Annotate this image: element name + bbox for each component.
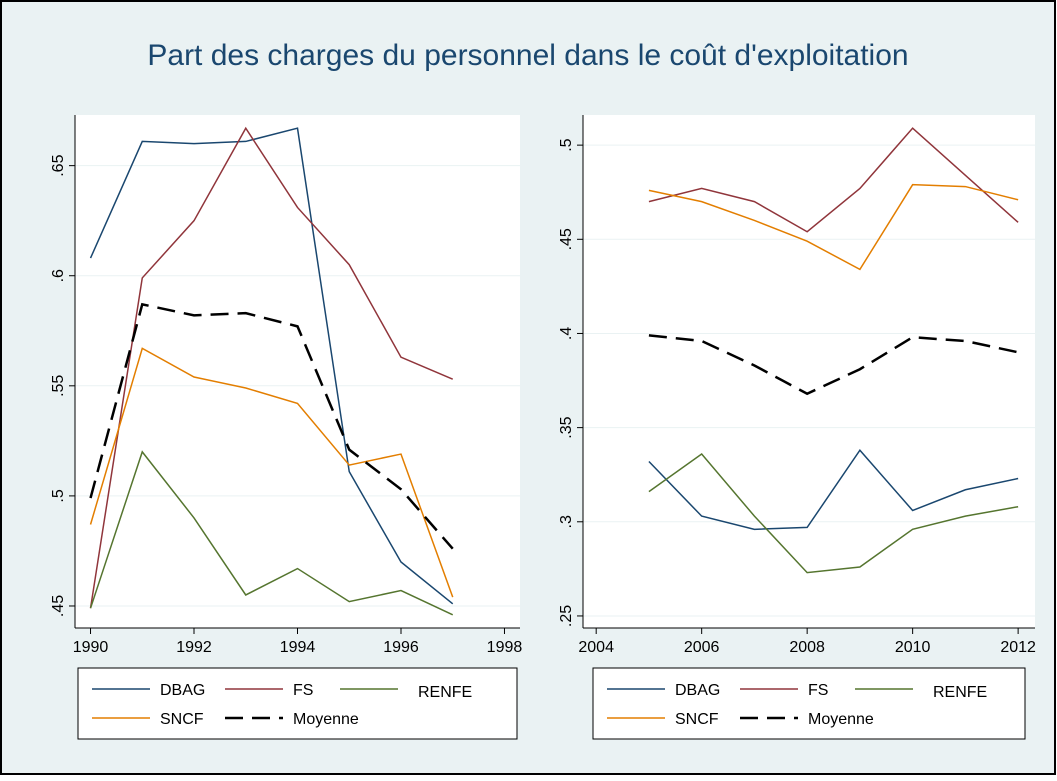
y-tick-label: .45 [558, 228, 575, 250]
line-series [89, 450, 454, 616]
y-tick-label: .45 [50, 595, 67, 617]
legend-label: DBAG [160, 682, 205, 699]
legend [592, 667, 1026, 740]
line-series [89, 126, 454, 609]
plot-area [583, 115, 1035, 628]
legend [77, 667, 518, 740]
line-series [648, 183, 1019, 271]
line-series [648, 448, 1019, 531]
y-tick-label: .6 [50, 269, 67, 282]
line-series [89, 127, 454, 605]
line-series [648, 127, 1019, 233]
x-tick-label: 1990 [73, 639, 109, 656]
x-tick-label: 2006 [684, 639, 720, 656]
legend-label: DBAG [675, 682, 720, 699]
x-tick-label: 2012 [1000, 639, 1036, 656]
x-tick-label: 1998 [487, 639, 523, 656]
line-series [89, 302, 454, 550]
x-tick-label: 1992 [176, 639, 212, 656]
y-tick-label: .25 [558, 605, 575, 627]
x-tick-label: 1994 [280, 639, 316, 656]
legend-label: RENFE [933, 684, 987, 701]
legend-label: SNCF [160, 711, 204, 728]
legend-label: FS [808, 682, 828, 699]
y-tick-label: .55 [50, 375, 67, 397]
legend-label: Moyenne [293, 711, 359, 728]
y-tick-label: .5 [558, 138, 575, 151]
line-series [89, 347, 454, 598]
legend-label: SNCF [675, 711, 719, 728]
x-tick-label: 2008 [789, 639, 825, 656]
x-tick-label: 2004 [578, 639, 614, 656]
y-tick-label: .3 [558, 515, 575, 528]
y-tick-label: .5 [50, 489, 67, 502]
x-tick-label: 2010 [895, 639, 931, 656]
y-tick-label: .35 [558, 416, 575, 438]
chart-title: Part des charges du personnel dans le co… [147, 39, 908, 72]
legend-label: RENFE [418, 684, 472, 701]
legend-label: FS [293, 682, 313, 699]
line-series [648, 334, 1019, 396]
plot-area [75, 115, 520, 628]
legend-label: Moyenne [808, 711, 874, 728]
line-series [648, 452, 1019, 574]
y-tick-label: .65 [50, 154, 67, 176]
y-tick-label: .4 [558, 327, 575, 340]
x-tick-label: 1996 [383, 639, 419, 656]
